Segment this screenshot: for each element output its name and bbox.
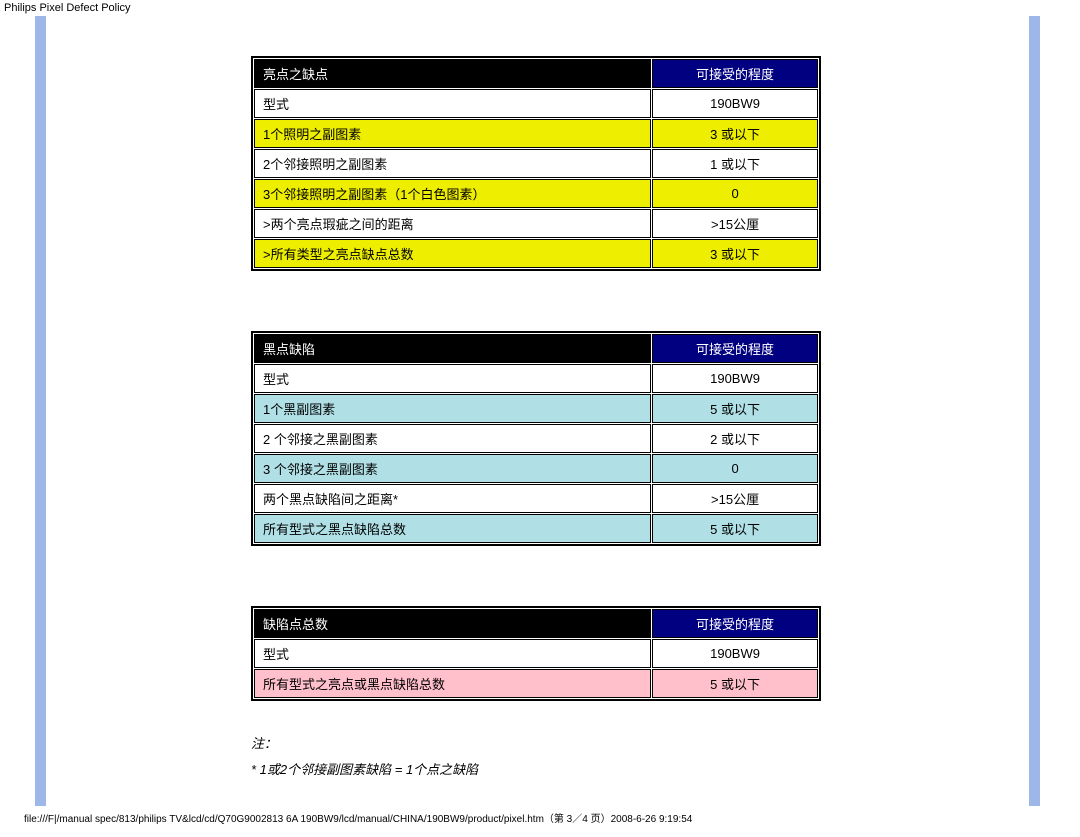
row-value: 3 或以下: [652, 119, 818, 148]
footer-path: file:///F|/manual spec/813/philips TV&lc…: [0, 806, 1080, 837]
table2-header-label: 黑点缺陷: [254, 334, 651, 363]
row-value: >15公厘: [652, 209, 818, 238]
table-row: 所有型式之亮点或黑点缺陷总数5 或以下: [254, 669, 818, 698]
row-value: 1 或以下: [652, 149, 818, 178]
row-label: 3个邻接照明之副图素（1个白色图素）: [254, 179, 651, 208]
row-value: 0: [652, 179, 818, 208]
table1-body: 型式190BW91个照明之副图素3 或以下2个邻接照明之副图素1 或以下3个邻接…: [254, 89, 818, 268]
row-label: 型式: [254, 639, 651, 668]
row-value: 0: [652, 454, 818, 483]
row-value: 5 或以下: [652, 669, 818, 698]
row-value: 2 或以下: [652, 424, 818, 453]
black-dot-table: 黑点缺陷 可接受的程度 型式190BW91个黑副图素5 或以下2 个邻接之黑副图…: [251, 331, 821, 546]
table-row: 所有型式之黑点缺陷总数5 或以下: [254, 514, 818, 543]
page-title: Philips Pixel Defect Policy: [0, 0, 1080, 16]
table-row: >两个亮点瑕疵之间的距离>15公厘: [254, 209, 818, 238]
row-label: 型式: [254, 364, 651, 393]
table-row: 3个邻接照明之副图素（1个白色图素）0: [254, 179, 818, 208]
row-value: 190BW9: [652, 89, 818, 118]
bright-dot-table: 亮点之缺点 可接受的程度 型式190BW91个照明之副图素3 或以下2个邻接照明…: [251, 56, 821, 271]
table1-header-value: 可接受的程度: [652, 59, 818, 88]
right-rail: [1029, 16, 1040, 806]
row-value: 3 或以下: [652, 239, 818, 268]
table-row: 2 个邻接之黑副图素2 或以下: [254, 424, 818, 453]
row-label: >所有类型之亮点缺点总数: [254, 239, 651, 268]
table2-header-value: 可接受的程度: [652, 334, 818, 363]
row-label: 所有型式之黑点缺陷总数: [254, 514, 651, 543]
note-line-2: * 1或2个邻接副图素缺陷 = 1个点之缺陷: [251, 757, 989, 783]
row-label: 型式: [254, 89, 651, 118]
row-label: 1个黑副图素: [254, 394, 651, 423]
table-row: 两个黑点缺陷间之距离*>15公厘: [254, 484, 818, 513]
table-row: 1个黑副图素5 或以下: [254, 394, 818, 423]
page-body: 亮点之缺点 可接受的程度 型式190BW91个照明之副图素3 或以下2个邻接照明…: [0, 16, 1080, 806]
table-row: 1个照明之副图素3 或以下: [254, 119, 818, 148]
table-row: 2个邻接照明之副图素1 或以下: [254, 149, 818, 178]
table3-header-value: 可接受的程度: [652, 609, 818, 638]
note-line-1: 注：: [251, 731, 989, 757]
main-content: 亮点之缺点 可接受的程度 型式190BW91个照明之副图素3 或以下2个邻接照明…: [46, 16, 1029, 806]
table1-header-label: 亮点之缺点: [254, 59, 651, 88]
row-value: 190BW9: [652, 639, 818, 668]
table2-body: 型式190BW91个黑副图素5 或以下2 个邻接之黑副图素2 或以下3 个邻接之…: [254, 364, 818, 543]
table3-header-label: 缺陷点总数: [254, 609, 651, 638]
row-label: 1个照明之副图素: [254, 119, 651, 148]
row-label: 两个黑点缺陷间之距离*: [254, 484, 651, 513]
row-value: 5 或以下: [652, 394, 818, 423]
total-defect-table: 缺陷点总数 可接受的程度 型式190BW9所有型式之亮点或黑点缺陷总数5 或以下: [251, 606, 821, 701]
row-value: >15公厘: [652, 484, 818, 513]
table-row: 型式190BW9: [254, 639, 818, 668]
table-row: 型式190BW9: [254, 89, 818, 118]
row-label: >两个亮点瑕疵之间的距离: [254, 209, 651, 238]
row-label: 3 个邻接之黑副图素: [254, 454, 651, 483]
left-rail: [35, 16, 46, 806]
row-value: 5 或以下: [652, 514, 818, 543]
row-value: 190BW9: [652, 364, 818, 393]
row-label: 所有型式之亮点或黑点缺陷总数: [254, 669, 651, 698]
row-label: 2 个邻接之黑副图素: [254, 424, 651, 453]
table-row: >所有类型之亮点缺点总数3 或以下: [254, 239, 818, 268]
table-row: 型式190BW9: [254, 364, 818, 393]
table3-body: 型式190BW9所有型式之亮点或黑点缺陷总数5 或以下: [254, 639, 818, 698]
row-label: 2个邻接照明之副图素: [254, 149, 651, 178]
table-row: 3 个邻接之黑副图素0: [254, 454, 818, 483]
notes: 注： * 1或2个邻接副图素缺陷 = 1个点之缺陷: [251, 731, 989, 783]
